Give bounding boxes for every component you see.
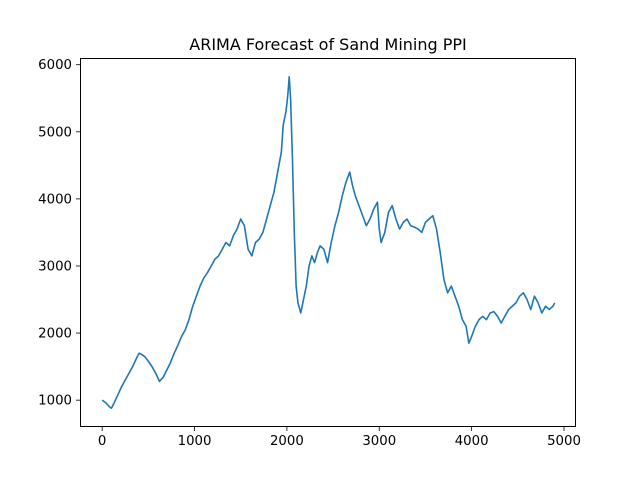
chart-title: ARIMA Forecast of Sand Mining PPI	[189, 35, 467, 54]
x-tick-label: 1000	[178, 434, 212, 449]
x-tick-label: 2000	[270, 434, 304, 449]
y-tick-label: 4000	[38, 192, 72, 207]
series-line-0	[101, 75, 556, 410]
x-tick-label: 3000	[362, 434, 396, 449]
x-axis-ticks: 0 1000 2000 3000 4000 5000	[98, 427, 581, 449]
plot-area	[80, 58, 576, 427]
y-tick-label: 3000	[38, 259, 72, 274]
y-axis-ticks: 1000 2000 3000 4000 5000 6000	[38, 58, 80, 409]
y-tick-label: 1000	[38, 394, 72, 409]
x-tick-label: 4000	[455, 434, 489, 449]
plot-frame	[80, 58, 576, 427]
y-tick-label: 5000	[38, 125, 72, 140]
series-layer	[101, 75, 556, 410]
x-tick-label: 5000	[547, 434, 581, 449]
y-tick-label: 2000	[38, 327, 72, 342]
x-tick-label: 0	[98, 434, 106, 449]
y-tick-label: 6000	[38, 58, 72, 73]
